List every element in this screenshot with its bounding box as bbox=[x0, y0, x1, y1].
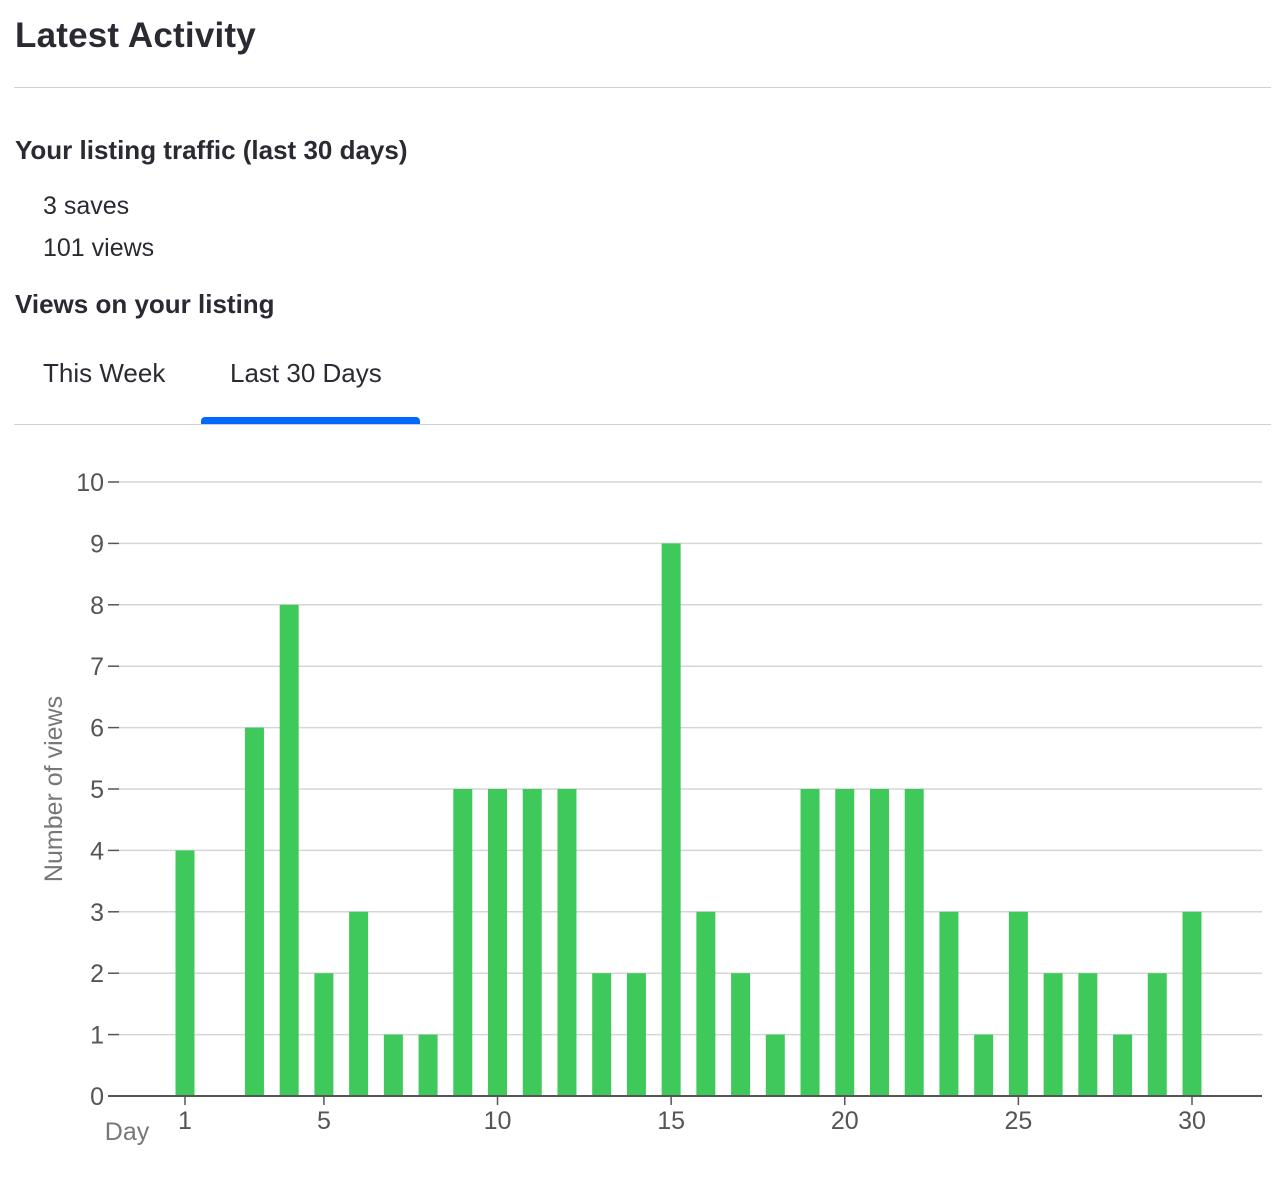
bar-day-16[interactable] bbox=[696, 911, 716, 1096]
y-tick-label-6: 6 bbox=[90, 715, 104, 743]
traffic-heading: Your listing traffic (last 30 days) bbox=[15, 135, 408, 165]
y-tick-label-2: 2 bbox=[90, 960, 104, 988]
bar-day-22[interactable] bbox=[904, 789, 924, 1096]
bar-day-25[interactable] bbox=[1008, 911, 1028, 1096]
y-tick-label-9: 9 bbox=[90, 530, 104, 558]
bar-day-15[interactable] bbox=[661, 543, 681, 1096]
x-tick-label-25: 25 bbox=[1004, 1107, 1032, 1135]
views-heading: Views on your listing bbox=[15, 289, 275, 319]
x-tick-label-15: 15 bbox=[657, 1107, 685, 1135]
bar-day-7[interactable] bbox=[383, 1034, 403, 1096]
tab-last-30-days[interactable]: Last 30 Days bbox=[230, 358, 382, 388]
bar-day-12[interactable] bbox=[557, 789, 577, 1096]
bar-day-20[interactable] bbox=[835, 789, 855, 1096]
bar-day-23[interactable] bbox=[939, 911, 959, 1096]
bar-day-13[interactable] bbox=[592, 973, 612, 1096]
bar-day-6[interactable] bbox=[349, 911, 369, 1096]
x-tick-label-5: 5 bbox=[317, 1107, 331, 1135]
y-axis-label: Number of views bbox=[40, 696, 68, 882]
bar-day-27[interactable] bbox=[1078, 973, 1098, 1096]
bar-day-18[interactable] bbox=[765, 1034, 785, 1096]
x-axis-label: Day bbox=[105, 1118, 150, 1146]
y-tick-label-3: 3 bbox=[90, 899, 104, 927]
bar-day-26[interactable] bbox=[1043, 973, 1063, 1096]
bar-day-9[interactable] bbox=[453, 789, 473, 1096]
x-tick-label-30: 30 bbox=[1178, 1107, 1206, 1135]
page-title: Latest Activity bbox=[15, 16, 256, 55]
bar-day-14[interactable] bbox=[626, 973, 646, 1096]
bar-day-29[interactable] bbox=[1147, 973, 1167, 1096]
x-tick-label-1: 1 bbox=[178, 1107, 192, 1135]
bar-day-10[interactable] bbox=[488, 789, 508, 1096]
bar-day-28[interactable] bbox=[1113, 1034, 1133, 1096]
bar-day-30[interactable] bbox=[1182, 911, 1202, 1096]
bar-day-21[interactable] bbox=[869, 789, 889, 1096]
saves-count: 3 saves bbox=[43, 192, 130, 220]
y-tick-label-0: 0 bbox=[90, 1083, 104, 1111]
views-count: 101 views bbox=[43, 234, 155, 262]
chart-bars bbox=[175, 543, 1202, 1096]
y-tick-label-4: 4 bbox=[90, 837, 104, 865]
active-tab-indicator bbox=[201, 417, 420, 424]
chart-grid bbox=[119, 481, 1262, 1036]
bar-day-3[interactable] bbox=[244, 727, 264, 1096]
bar-day-24[interactable] bbox=[974, 1034, 994, 1096]
tab-this-week[interactable]: This Week bbox=[43, 358, 166, 388]
y-tick-label-10: 10 bbox=[76, 469, 104, 497]
y-tick-label-1: 1 bbox=[90, 1022, 104, 1050]
bar-day-19[interactable] bbox=[800, 789, 820, 1096]
y-tick-label-7: 7 bbox=[90, 653, 104, 681]
bar-day-11[interactable] bbox=[522, 789, 542, 1096]
y-tick-label-5: 5 bbox=[90, 776, 104, 804]
bar-day-5[interactable] bbox=[314, 973, 334, 1096]
header-divider bbox=[14, 87, 1271, 88]
bar-day-17[interactable] bbox=[731, 973, 751, 1096]
x-tick-label-10: 10 bbox=[484, 1107, 512, 1135]
y-tick-label-8: 8 bbox=[90, 592, 104, 620]
x-tick-label-20: 20 bbox=[831, 1107, 859, 1135]
bar-day-4[interactable] bbox=[279, 604, 299, 1096]
bar-day-1[interactable] bbox=[175, 850, 195, 1096]
bar-day-8[interactable] bbox=[418, 1034, 438, 1096]
tabs-divider bbox=[14, 424, 1271, 425]
